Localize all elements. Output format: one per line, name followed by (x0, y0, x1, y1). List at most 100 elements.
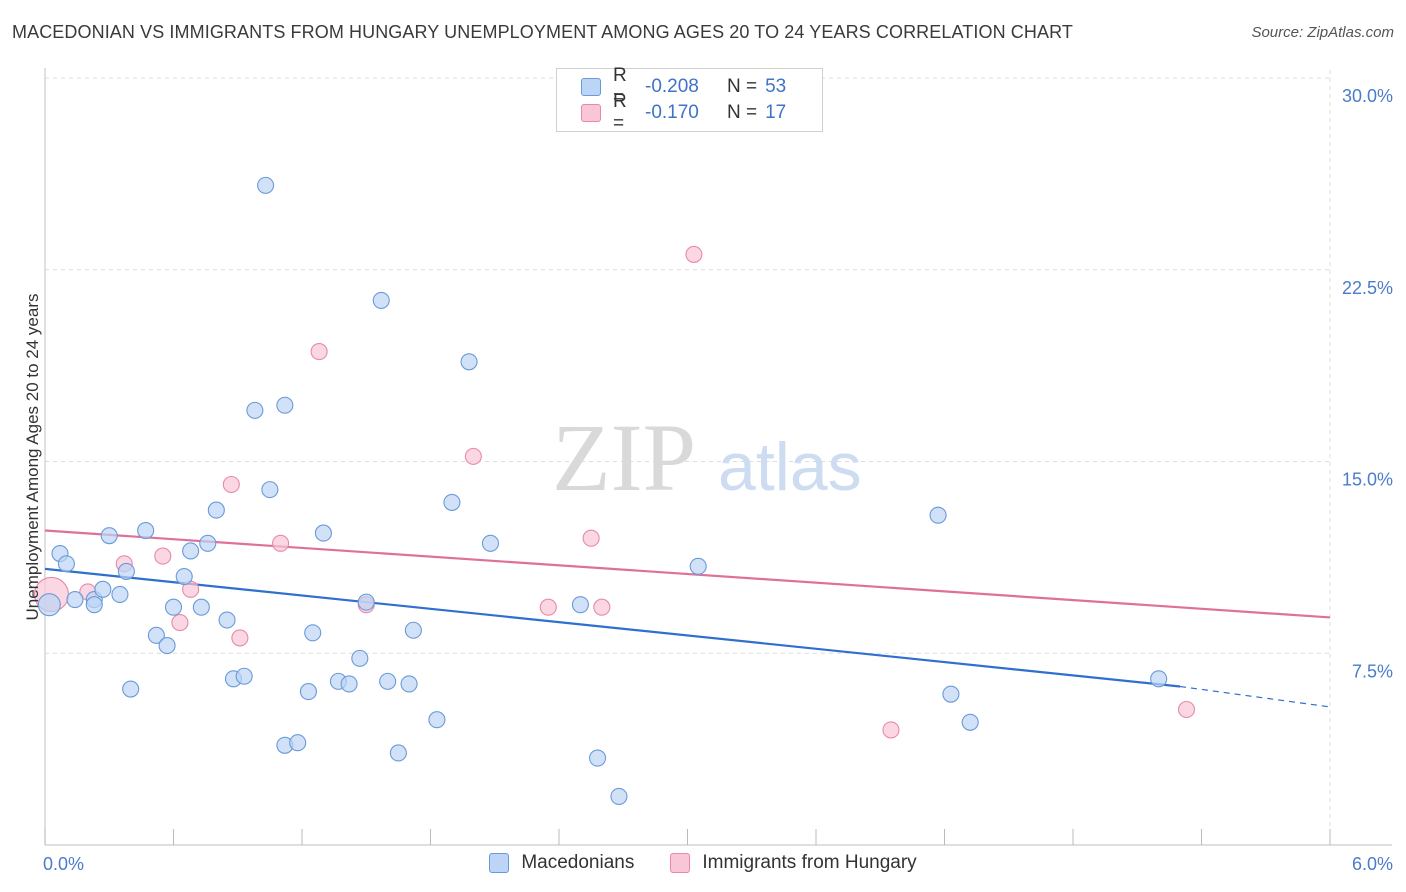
trend-line-macedonians (44, 567, 1181, 688)
series-legend: Macedonians Immigrants from Hungary (0, 852, 1406, 874)
point-macedonians (351, 649, 369, 667)
legend-row-hungary: R = -0.170 N = 17 (581, 91, 787, 134)
point-macedonians (261, 481, 279, 499)
x-tick-label: 0.0% (43, 854, 84, 874)
legend-n-label: N = (727, 76, 758, 97)
point-hungary (582, 529, 600, 547)
point-macedonians (147, 626, 165, 644)
legend-n-value: 53 (765, 76, 787, 97)
point-macedonians (37, 593, 61, 617)
point-macedonians (175, 567, 193, 586)
point-macedonians (158, 637, 176, 655)
y-tick-label: 22.5% (1342, 278, 1393, 298)
y-tick-label: 30.0% (1342, 86, 1393, 106)
point-macedonians (218, 611, 236, 629)
point-macedonians (235, 667, 253, 685)
point-macedonians (428, 711, 446, 729)
point-macedonians (57, 555, 75, 573)
point-macedonians (289, 734, 307, 752)
legend-label-macedonians: Macedonians (521, 852, 635, 873)
point-macedonians (100, 527, 118, 545)
axes (44, 68, 1392, 846)
y-axis-title: Unemployment Among Ages 20 to 24 years (23, 294, 42, 621)
point-macedonians (929, 506, 947, 524)
point-macedonians (400, 675, 418, 693)
point-macedonians (389, 744, 407, 762)
point-macedonians (588, 749, 607, 767)
point-macedonians (66, 591, 84, 609)
legend-r-value: -0.170 (645, 102, 699, 123)
legend-r-label: R = (613, 65, 627, 108)
point-macedonians (192, 598, 210, 616)
point-macedonians (961, 713, 979, 731)
legend-item-macedonians: Macedonians (489, 852, 634, 874)
point-macedonians (207, 501, 225, 519)
data-points (33, 176, 1196, 805)
point-macedonians (199, 534, 217, 552)
legend-n-label: N = (727, 102, 758, 123)
trend-lines (44, 529, 1331, 708)
point-macedonians (1150, 670, 1168, 688)
point-macedonians (257, 176, 275, 194)
point-macedonians (942, 685, 960, 703)
legend-swatch-blue (489, 853, 510, 873)
point-macedonians (460, 353, 478, 371)
trend-line-hungary (44, 529, 1331, 619)
point-macedonians (137, 521, 155, 540)
point-macedonians (610, 787, 628, 805)
point-macedonians (299, 683, 317, 701)
legend-swatch-pink (670, 853, 691, 873)
point-macedonians (164, 598, 183, 616)
point-macedonians (304, 624, 322, 642)
point-macedonians (443, 493, 461, 511)
legend-swatch-blue (581, 78, 601, 96)
y-tick-label: 15.0% (1342, 470, 1393, 490)
legend-label-hungary: Immigrants from Hungary (702, 852, 917, 873)
point-macedonians (372, 291, 390, 309)
x-tick-label: 6.0% (1352, 854, 1393, 874)
point-macedonians (404, 621, 422, 639)
tick-labels: 7.5% 15.0% 22.5% 30.0% 0.0% 6.0% (43, 86, 1393, 874)
legend-n-value: 17 (765, 102, 787, 123)
point-hungary (1177, 700, 1196, 719)
point-hungary (310, 343, 328, 361)
watermark-zip: ZIP (552, 404, 696, 511)
chart-title: MACEDONIAN VS IMMIGRANTS FROM HUNGARY UN… (12, 22, 1073, 42)
point-macedonians (276, 396, 294, 414)
trend-line-macedonians-extension (1180, 685, 1331, 708)
point-hungary (685, 245, 703, 263)
point-macedonians (689, 557, 707, 575)
point-hungary (231, 629, 249, 647)
point-macedonians (85, 596, 103, 614)
point-macedonians (182, 542, 200, 560)
point-hungary (222, 475, 240, 494)
point-hungary (272, 534, 290, 552)
point-macedonians (357, 593, 375, 611)
point-hungary (539, 598, 557, 616)
legend-r-value: -0.208 (645, 76, 699, 97)
watermark: ZIP atlas (552, 404, 862, 511)
point-macedonians (314, 524, 332, 542)
legend-row-macedonians: R = -0.208 N = 53 (581, 65, 787, 108)
chart-source: Source: ZipAtlas.com (1251, 24, 1394, 41)
point-macedonians (117, 562, 135, 580)
stats-legend: R = -0.208 N = 53 R = -0.170 N = 17 (556, 65, 823, 134)
watermark-atlas: atlas (718, 429, 862, 505)
point-hungary (882, 721, 900, 739)
legend-swatch-pink (581, 104, 601, 122)
point-macedonians (122, 680, 140, 698)
point-macedonians (340, 675, 358, 693)
point-hungary (171, 614, 189, 632)
point-macedonians (481, 534, 500, 552)
point-macedonians (571, 596, 589, 614)
point-macedonians (246, 401, 264, 419)
point-hungary (154, 547, 172, 565)
point-macedonians (379, 672, 397, 690)
y-tick-label: 7.5% (1352, 661, 1393, 681)
point-macedonians (94, 580, 112, 598)
point-hungary (464, 447, 482, 465)
legend-item-hungary: Immigrants from Hungary (670, 852, 917, 874)
point-macedonians (111, 585, 129, 603)
legend-r-label: R = (613, 91, 627, 134)
